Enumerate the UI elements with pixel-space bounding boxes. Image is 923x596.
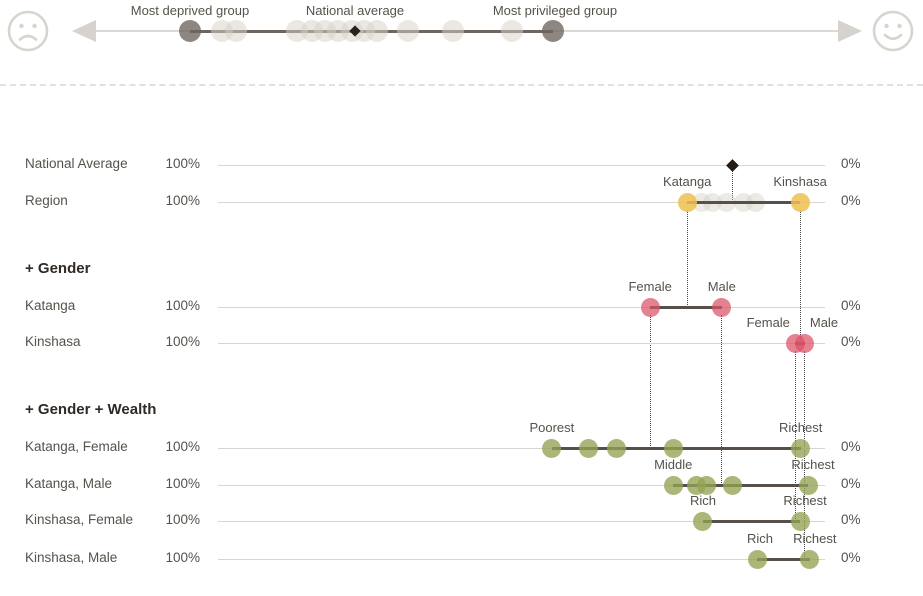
row-label-region: Region [25,193,68,208]
arrow-left-icon[interactable] [72,20,96,42]
axis-tick-right: 0% [841,298,861,313]
trace-dotted-line [686,210,688,307]
data-point-dot[interactable] [712,297,732,317]
row-label-kinshasa_male: Kinshasa, Male [25,550,118,565]
legend-most-deprived-dot [179,20,202,42]
axis-tick-right: 0% [841,193,861,208]
legend-most-privileged-dot [542,20,565,42]
axis-tick-right: 0% [841,550,861,565]
dashed-separator [0,84,923,86]
data-point-dot[interactable] [663,475,683,495]
data-point-label: Female [628,279,672,294]
legend-ghost-dot [501,20,523,42]
data-point-dot[interactable] [640,297,660,317]
row-label-katanga_male: Katanga, Male [25,476,113,491]
axis-tick-right: 0% [841,512,861,527]
axis-tick-right: 0% [841,439,861,454]
axis-line [218,448,825,449]
axis-line [218,202,825,203]
data-point-dot[interactable] [607,438,627,458]
happy-face-icon [872,10,914,52]
data-point-label: Richest [791,457,835,472]
axis-tick-left: 100% [165,550,200,565]
axis-tick-left: 100% [165,298,200,313]
data-point-label: Kinshasa [773,174,827,189]
connector-line [757,557,810,561]
axis-line [218,485,825,486]
axis-line [218,343,825,344]
axis-line [218,165,825,166]
data-point-label: Rich [689,493,716,508]
section-heading-gender: + Gender [25,260,91,277]
data-point-dot[interactable] [791,438,811,458]
axis-tick-left: 100% [165,476,200,491]
connector-line [650,305,722,309]
trace-dotted-line [649,315,651,448]
legend-label-most-privileged: Most privileged group [492,3,618,18]
axis-tick-right: 0% [841,156,861,171]
trace-dotted-line [732,171,734,202]
data-point-dot[interactable] [723,475,743,495]
data-point-label: Poorest [529,420,575,435]
axis-tick-left: 100% [165,156,200,171]
section-heading-wealth: + Gender + Wealth [25,401,157,418]
trace-dotted-line [799,210,801,343]
axis-line [218,559,825,560]
data-point-dot[interactable] [663,438,683,458]
legend-banner: Most deprived group National average Mos… [0,0,923,62]
axis-tick-left: 100% [165,512,200,527]
data-point-label: Katanga [662,174,712,189]
row-label-katanga_female: Katanga, Female [25,439,128,454]
axis-tick-left: 100% [165,193,200,208]
data-point-dot[interactable] [795,333,815,353]
trace-dotted-line [794,351,796,521]
row-label-katanga: Katanga [25,298,76,313]
legend-ghost-dot [396,20,419,42]
arrow-right-icon[interactable] [838,20,862,42]
sad-face-icon [7,10,49,52]
axis-tick-left: 100% [165,439,200,454]
row-label-national: National Average [25,156,128,171]
connector-line [702,519,801,523]
data-point-label: Richest [793,531,837,546]
data-point-dot[interactable] [790,192,810,212]
row-label-kinshasa_female: Kinshasa, Female [25,512,134,527]
legend-label-national-average: National average [305,3,405,18]
data-point-label: Rich [747,531,774,546]
axis-tick-right: 0% [841,334,861,349]
data-point-label: Middle [654,457,693,472]
trace-dotted-line [721,315,723,485]
data-point-label: Male [809,315,839,330]
national-average-diamond[interactable] [726,158,740,172]
data-point-dot[interactable] [693,511,713,531]
data-point-label: Richest [779,420,823,435]
data-point-dot[interactable] [677,192,697,212]
row-label-kinshasa: Kinshasa [25,334,81,349]
data-point-dot[interactable] [747,549,767,569]
legend-ghost-dot [441,20,464,42]
connector-line [687,200,801,204]
axis-tick-right: 0% [841,476,861,491]
legend-label-most-deprived: Most deprived group [130,3,250,18]
axis-tick-left: 100% [165,334,200,349]
data-point-dot[interactable] [542,438,562,458]
legend-ghost-dot [225,20,247,42]
data-point-dot[interactable] [798,475,818,495]
data-point-label: Male [707,279,736,294]
data-point-dot[interactable] [800,549,820,569]
axis-line [218,307,825,308]
axis-line [218,521,825,522]
legend-ghost-dot [366,20,388,42]
data-point-dot[interactable] [696,475,716,495]
data-point-dot[interactable] [790,511,810,531]
data-point-dot[interactable] [578,438,598,458]
data-point-label: Richest [783,493,827,508]
data-point-label: Female [746,315,790,330]
